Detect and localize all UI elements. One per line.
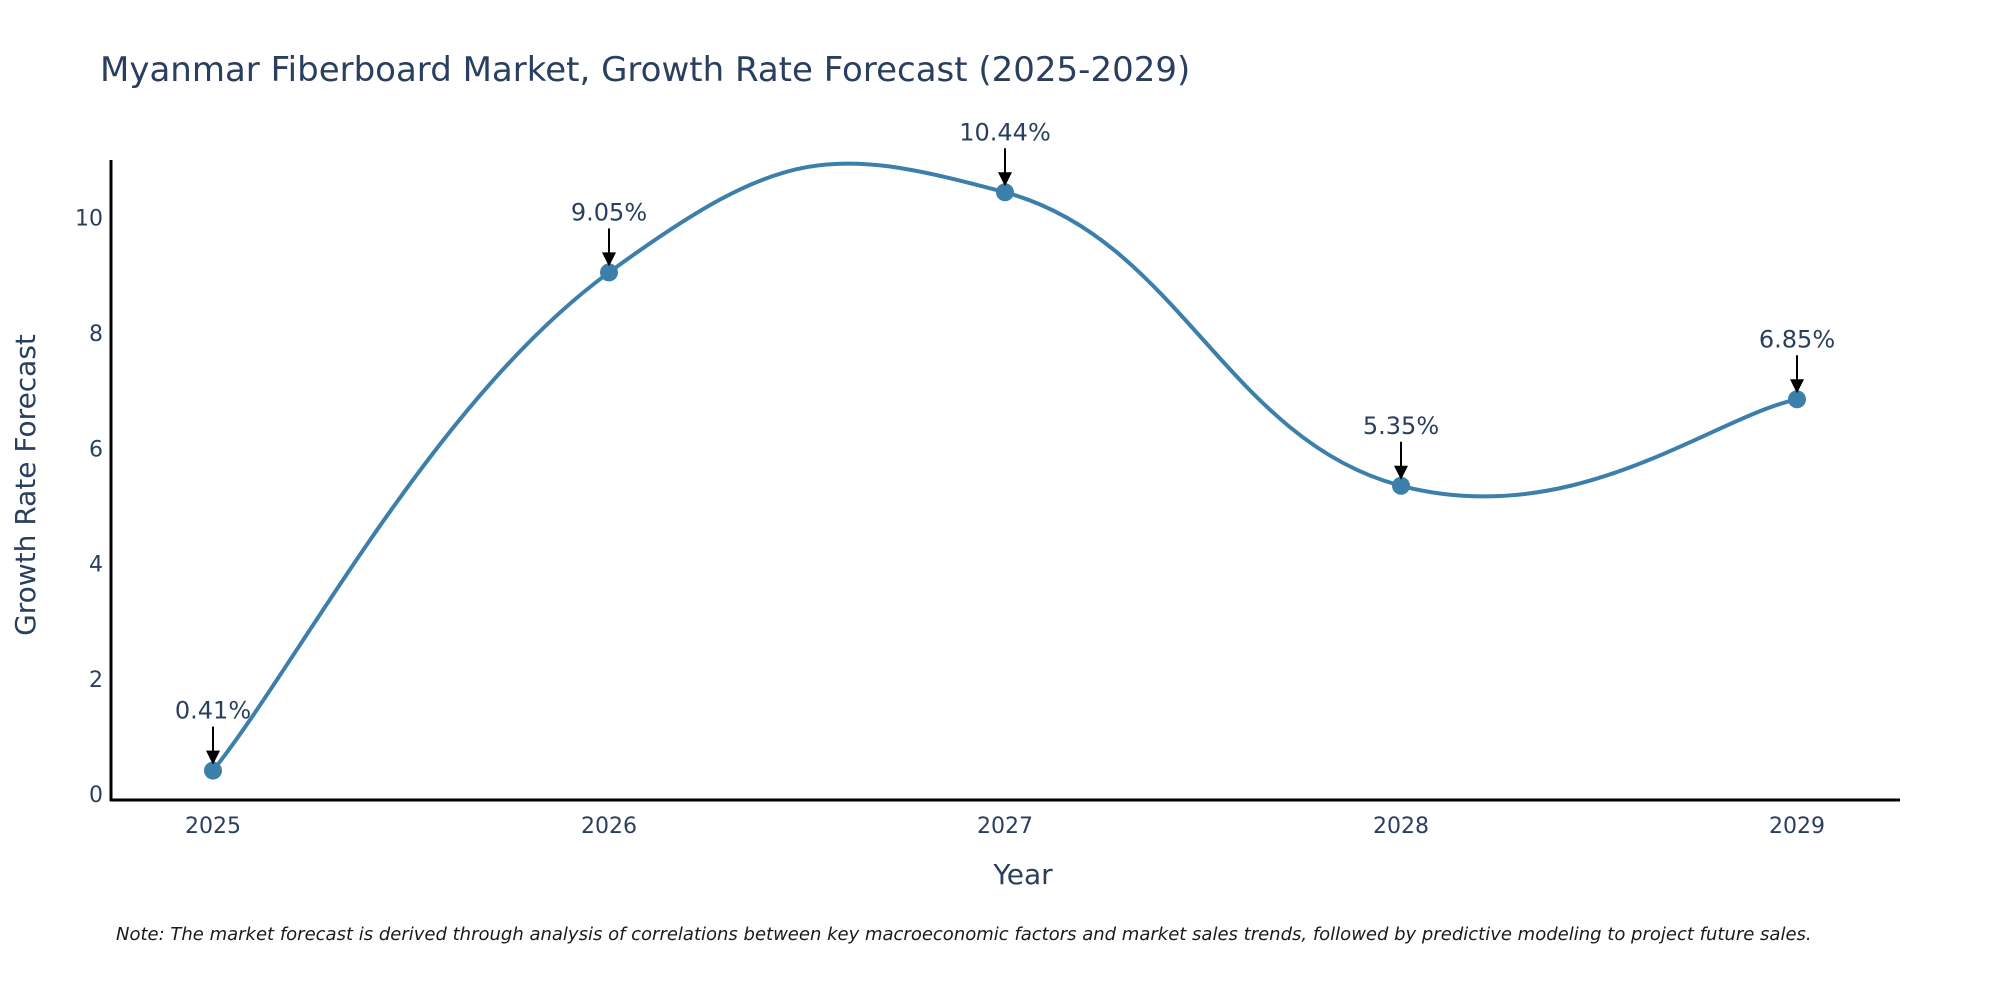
forecast-note: Note: The market forecast is derived thr…: [116, 924, 1812, 945]
y-axis-title: Growth Rate Forecast: [9, 334, 42, 636]
x-axis-ticks: 2025 2026 2027 2028 2029: [185, 814, 1825, 839]
y-tick-label: 0: [89, 783, 103, 808]
x-axis-title: Year: [992, 858, 1053, 891]
data-label: 5.35%: [1363, 412, 1439, 440]
data-label: 9.05%: [571, 198, 647, 226]
annotation-arrow-head: [998, 172, 1012, 187]
x-tick-label: 2029: [1769, 814, 1825, 839]
data-label: 0.41%: [175, 697, 251, 725]
annotation-arrow-head: [602, 252, 616, 267]
y-tick-label: 6: [89, 437, 103, 462]
y-tick-label: 8: [89, 322, 103, 347]
series-line: [211, 161, 1799, 773]
annotation-arrow-head: [1394, 465, 1408, 480]
plot-area: 0.41% 9.05% 10.44% 5.35% 6.85%: [175, 118, 1835, 780]
data-label: 10.44%: [959, 118, 1051, 146]
data-point-marker: [204, 761, 222, 780]
data-point-marker: [1788, 390, 1806, 409]
data-label: 6.85%: [1759, 325, 1835, 353]
annotation-arrow-head: [1790, 379, 1804, 394]
y-tick-label: 10: [75, 207, 103, 232]
x-tick-label: 2027: [977, 814, 1033, 839]
chart-title: Myanmar Fiberboard Market, Growth Rate F…: [100, 50, 1190, 90]
data-point-marker: [996, 183, 1014, 202]
data-point-marker: [1392, 476, 1410, 495]
data-point-marker: [600, 263, 618, 282]
x-tick-label: 2025: [185, 814, 241, 839]
y-tick-label: 2: [89, 668, 103, 693]
y-tick-label: 4: [89, 553, 103, 578]
y-axis-ticks: 0 2 4 6 8 10: [75, 207, 103, 809]
annotation-arrow-head: [206, 750, 220, 765]
x-tick-label: 2028: [1373, 814, 1429, 839]
x-tick-label: 2026: [581, 814, 637, 839]
